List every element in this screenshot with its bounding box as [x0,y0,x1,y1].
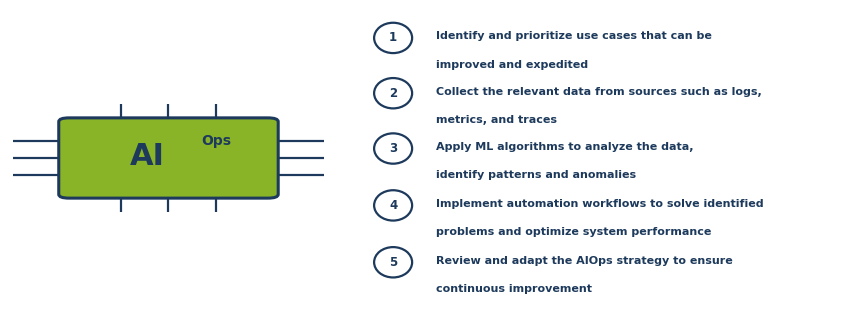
FancyBboxPatch shape [59,118,278,198]
Text: improved and expedited: improved and expedited [436,60,588,70]
Text: Review and adapt the AIOps strategy to ensure: Review and adapt the AIOps strategy to e… [436,256,733,266]
Text: identify patterns and anomalies: identify patterns and anomalies [436,170,637,180]
Text: 2: 2 [389,87,397,100]
Text: Identify and prioritize use cases that can be: Identify and prioritize use cases that c… [436,31,712,41]
Text: 3: 3 [389,142,397,155]
Text: 5: 5 [389,256,397,269]
Text: problems and optimize system performance: problems and optimize system performance [436,227,712,237]
Text: continuous improvement: continuous improvement [436,284,593,294]
Text: metrics, and traces: metrics, and traces [436,115,557,125]
Ellipse shape [374,23,412,53]
Ellipse shape [374,133,412,164]
Text: Collect the relevant data from sources such as logs,: Collect the relevant data from sources s… [436,87,762,97]
Ellipse shape [374,247,412,277]
Text: Implement automation workflows to solve identified: Implement automation workflows to solve … [436,199,764,209]
Ellipse shape [374,190,412,221]
Text: Apply ML algorithms to analyze the data,: Apply ML algorithms to analyze the data, [436,142,694,152]
Text: AI: AI [130,142,164,171]
Ellipse shape [374,78,412,108]
Text: 4: 4 [389,199,397,212]
Text: 1: 1 [389,31,397,45]
Text: Ops: Ops [201,134,231,148]
